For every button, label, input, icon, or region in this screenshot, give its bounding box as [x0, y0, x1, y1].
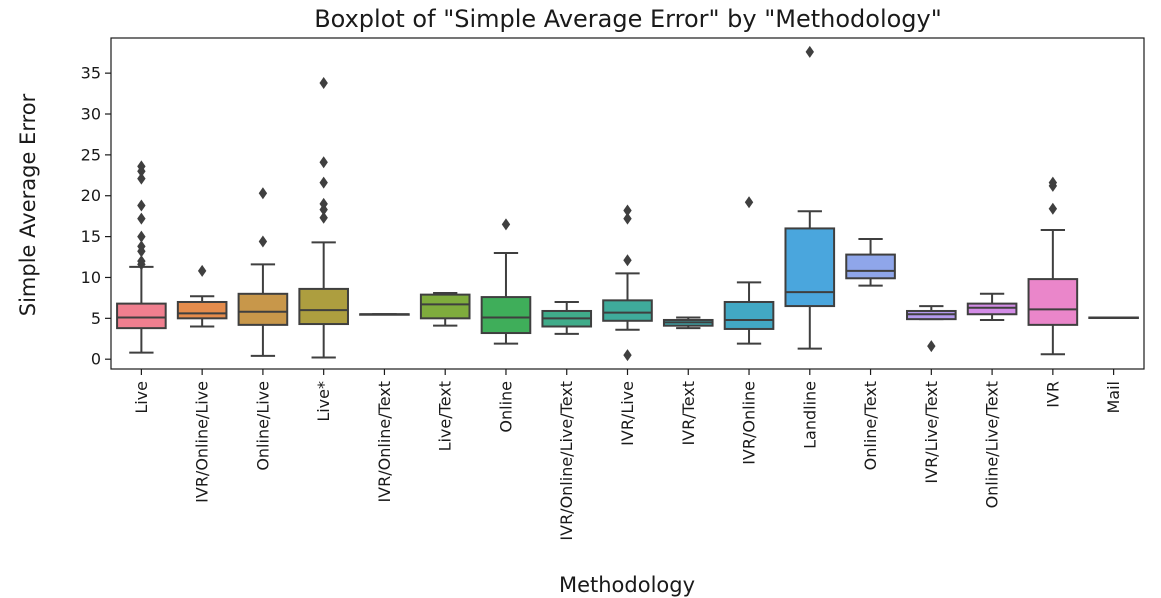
box-ivr-live-text: [906, 305, 957, 353]
iqr-box: [602, 299, 653, 322]
box-ivr-online-text: [359, 313, 410, 316]
y-axis-label: Simple Average Error: [16, 93, 40, 316]
outlier-point: [137, 199, 146, 212]
box-ivr: [1027, 176, 1079, 356]
x-tick-label: Landline: [800, 381, 819, 449]
iqr-box: [723, 300, 775, 330]
x-tick-label: IVR/Online: [740, 381, 759, 465]
y-tick-label: 30: [81, 105, 101, 124]
outlier-point: [137, 160, 146, 173]
x-tick-label: IVR/Live: [618, 381, 637, 446]
outlier-point: [258, 187, 268, 200]
outlier-point: [623, 254, 632, 267]
iqr-box: [845, 253, 896, 280]
box-online-live: [237, 187, 289, 357]
iqr-box: [116, 302, 167, 330]
x-tick-label: IVR/Online/Live: [193, 381, 212, 503]
outlier-point: [319, 197, 328, 210]
box-mail: [1088, 316, 1139, 320]
iqr-box: [237, 292, 289, 326]
y-tick-label: 0: [91, 350, 101, 369]
box-ivr-online: [723, 196, 775, 345]
outlier-point: [927, 340, 936, 353]
outlier-point: [623, 204, 632, 217]
outlier-point: [319, 211, 328, 224]
y-tick-label: 15: [81, 227, 101, 246]
x-tick-label: Mail: [1104, 381, 1123, 414]
y-tick-label: 10: [81, 268, 101, 287]
x-tick-label: Live*: [314, 381, 333, 422]
box-ivr-text: [662, 316, 714, 330]
outlier-point: [623, 212, 632, 225]
outlier-point: [744, 196, 754, 209]
outlier-point: [319, 176, 328, 189]
x-tick-label: Online/Text: [861, 381, 880, 470]
outlier-point: [137, 240, 146, 253]
y-axis: 0 5 10 15 20 25 30 35: [81, 64, 111, 369]
y-tick-label: 5: [91, 309, 101, 328]
x-tick-label: IVR: [1043, 381, 1062, 408]
box-ivr-live: [602, 204, 653, 362]
box-ivr-online-live-text: [541, 300, 593, 335]
y-tick-label: 35: [81, 64, 101, 83]
x-axis-label: Methodology: [559, 573, 695, 597]
box-ivr-online-live: [176, 264, 228, 328]
outlier-point: [319, 156, 328, 169]
iqr-box: [298, 287, 349, 326]
x-tick-label: Live: [132, 381, 151, 414]
y-tick-label: 25: [81, 145, 101, 164]
x-tick-label: IVR/Live/Text: [922, 381, 941, 484]
box-online-live-text: [966, 292, 1018, 321]
x-tick-label: Live/Text: [436, 381, 455, 451]
box-live: [298, 76, 349, 359]
box-online: [480, 218, 532, 345]
x-tick-label: IVR/Online/Text: [375, 381, 394, 503]
plot-area: [116, 45, 1139, 362]
iqr-box: [419, 293, 471, 320]
outlier-point: [805, 45, 814, 58]
outlier-point: [137, 255, 146, 268]
x-tick-label: IVR/Text: [679, 381, 698, 446]
y-tick-label: 20: [81, 186, 101, 205]
outlier-point: [137, 230, 146, 243]
iqr-box: [176, 300, 228, 320]
iqr-box: [966, 302, 1018, 316]
x-tick-label: Online: [496, 381, 515, 433]
outlier-point: [1048, 176, 1058, 189]
x-axis: Live IVR/Online/Live Online/Live Live* IVR/O…: [132, 369, 1123, 541]
x-tick-label: IVR/Online/Live/Text: [557, 381, 576, 541]
box-landline: [784, 45, 836, 350]
iqr-box: [784, 227, 836, 308]
box-live-text: [419, 291, 471, 327]
iqr-box: [480, 296, 532, 335]
box-live: [116, 160, 167, 354]
outlier-point: [197, 264, 207, 277]
outlier-point: [137, 172, 146, 185]
outlier-point: [623, 349, 632, 362]
outlier-point: [1048, 202, 1058, 215]
iqr-box: [1027, 278, 1079, 326]
box-online-text: [845, 238, 896, 287]
chart-title: Boxplot of "Simple Average Error" by "Me…: [314, 5, 942, 33]
outlier-point: [258, 235, 268, 248]
outlier-point: [501, 218, 511, 231]
x-tick-label: Online/Live/Text: [983, 381, 1002, 508]
outlier-point: [319, 76, 328, 89]
x-tick-label: Online/Live: [253, 381, 272, 471]
outlier-point: [137, 212, 146, 225]
